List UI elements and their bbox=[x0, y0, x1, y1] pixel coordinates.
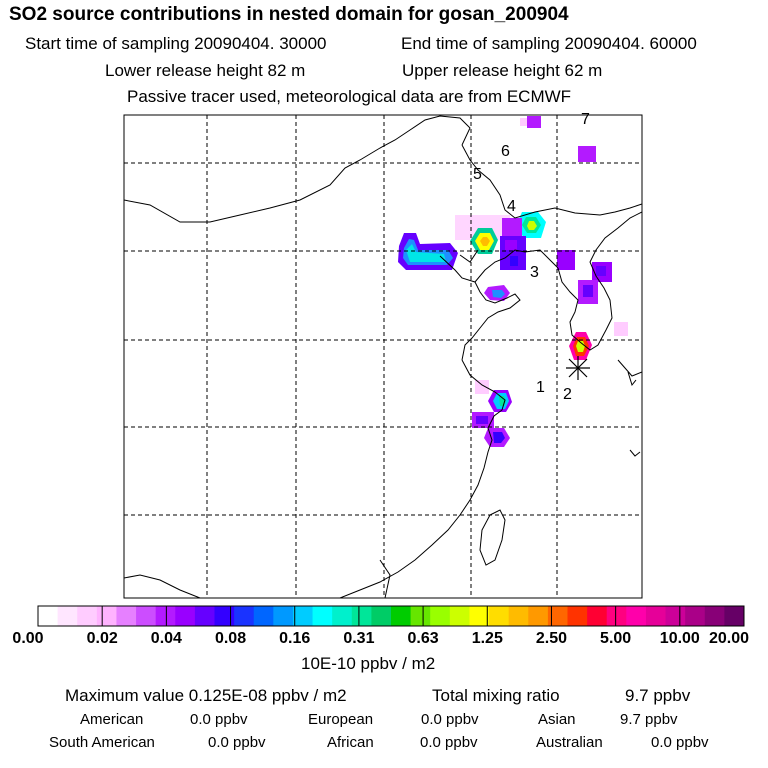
colorbar-swatch bbox=[547, 606, 568, 626]
colorbar-swatch bbox=[665, 606, 686, 626]
colorbar-swatch bbox=[685, 606, 706, 626]
colorbar-swatch bbox=[77, 606, 98, 626]
marker-7: 7 bbox=[581, 111, 590, 128]
colorbar-swatch bbox=[292, 606, 314, 626]
colorbar-swatch bbox=[508, 606, 529, 626]
total-mixing-value: 9.7 ppbv bbox=[625, 686, 691, 705]
plume-korea-north bbox=[557, 250, 575, 270]
region-american-name: American bbox=[80, 711, 144, 728]
marker-4: 4 bbox=[507, 198, 516, 215]
colorbar-tick-label: 0.63 bbox=[407, 630, 439, 647]
colorbar-swatch bbox=[704, 606, 725, 626]
end-time-label: End time of sampling 20090404. 60000 bbox=[401, 34, 697, 53]
coastlines bbox=[124, 115, 642, 598]
receptor-star-icon bbox=[566, 356, 590, 380]
region-south-american-value: 0.0 ppbv bbox=[208, 734, 266, 751]
colorbar-tick-label: 20.00 bbox=[708, 630, 750, 647]
colorbar-swatch bbox=[430, 606, 451, 626]
colorbar-swatch bbox=[57, 606, 78, 626]
colorbar-swatch bbox=[587, 606, 608, 626]
colorbar-swatch bbox=[645, 606, 667, 626]
region-asian-name: Asian bbox=[538, 711, 576, 728]
upper-release-label: Upper release height 62 m bbox=[402, 61, 603, 80]
colorbar-swatch bbox=[194, 606, 215, 626]
colorbar-unit: 10E-10 ppbv / m2 bbox=[301, 654, 436, 673]
map-frame bbox=[123, 114, 643, 599]
colorbar-swatch bbox=[528, 606, 549, 626]
region-african-value: 0.0 ppbv bbox=[420, 734, 478, 751]
colorbar-swatch bbox=[332, 606, 353, 626]
region-european-name: European bbox=[308, 711, 374, 728]
region-asian-value: 9.7 ppbv bbox=[620, 711, 678, 728]
colorbar-swatch bbox=[253, 606, 274, 626]
colorbar-tick-label: 0.08 bbox=[214, 630, 247, 647]
start-time-label: Start time of sampling 20090404. 30000 bbox=[25, 34, 327, 53]
colorbar-swatch bbox=[234, 606, 255, 626]
colorbar bbox=[37, 605, 745, 627]
colorbar-swatch bbox=[136, 606, 157, 626]
region-european-value: 0.0 ppbv bbox=[421, 711, 479, 728]
colorbar-tick-label: 2.50 bbox=[535, 630, 568, 647]
region-australian-value: 0.0 ppbv bbox=[651, 734, 709, 751]
colorbar-swatch bbox=[724, 606, 745, 626]
total-mixing-label: Total mixing ratio bbox=[432, 686, 560, 705]
colorbar-swatch bbox=[38, 606, 59, 626]
colorbar-swatch bbox=[626, 606, 647, 626]
colorbar-tick-label: 0.31 bbox=[343, 630, 375, 647]
grid-lines bbox=[124, 115, 642, 598]
colorbar-swatch bbox=[606, 606, 627, 626]
colorbar-swatch bbox=[312, 606, 333, 626]
concentration-plumes bbox=[398, 116, 628, 447]
colorbar-swatch bbox=[567, 606, 588, 626]
colorbar-swatch bbox=[489, 606, 510, 626]
colorbar-tick-label: 0.04 bbox=[150, 630, 182, 647]
marker-1: 1 bbox=[536, 379, 545, 396]
marker-6: 6 bbox=[501, 143, 510, 160]
colorbar-frame bbox=[37, 605, 745, 627]
colorbar-tick-label: 0.16 bbox=[279, 630, 311, 647]
max-value-label: Maximum value 0.125E-08 ppbv / m2 bbox=[65, 686, 347, 705]
colorbar-tick-label: 5.00 bbox=[600, 630, 632, 647]
colorbar-swatch bbox=[469, 606, 490, 626]
tracer-note: Passive tracer used, meteorological data… bbox=[127, 87, 572, 106]
lower-release-label: Lower release height 82 m bbox=[105, 61, 306, 80]
colorbar-tick-label: 1.25 bbox=[471, 630, 503, 647]
colorbar-swatch bbox=[410, 606, 431, 626]
colorbar-swatch bbox=[449, 606, 470, 626]
colorbar-swatch bbox=[391, 606, 412, 626]
colorbar-tick-label: 10.00 bbox=[659, 630, 700, 647]
colorbar-swatch bbox=[371, 606, 392, 626]
colorbar-swatch bbox=[96, 606, 117, 626]
colorbar-swatch bbox=[351, 606, 372, 626]
marker-5: 5 bbox=[473, 166, 482, 183]
colorbar-tick-label: 0.00 bbox=[12, 630, 44, 647]
colorbar-swatch bbox=[273, 606, 294, 626]
region-south-american-name: South American bbox=[49, 734, 155, 751]
colorbar-swatch bbox=[175, 606, 196, 626]
colorbar-swatch bbox=[155, 606, 176, 626]
marker-3: 3 bbox=[530, 264, 539, 281]
colorbar-tick-label: 0.02 bbox=[86, 630, 118, 647]
region-african-name: African bbox=[327, 734, 374, 751]
colorbar-swatch bbox=[214, 606, 235, 626]
colorbar-swatch bbox=[116, 606, 137, 626]
page-title: SO2 source contributions in nested domai… bbox=[9, 4, 569, 25]
region-australian-name: Australian bbox=[536, 734, 603, 751]
region-american-value: 0.0 ppbv bbox=[190, 711, 248, 728]
marker-2: 2 bbox=[563, 386, 572, 403]
